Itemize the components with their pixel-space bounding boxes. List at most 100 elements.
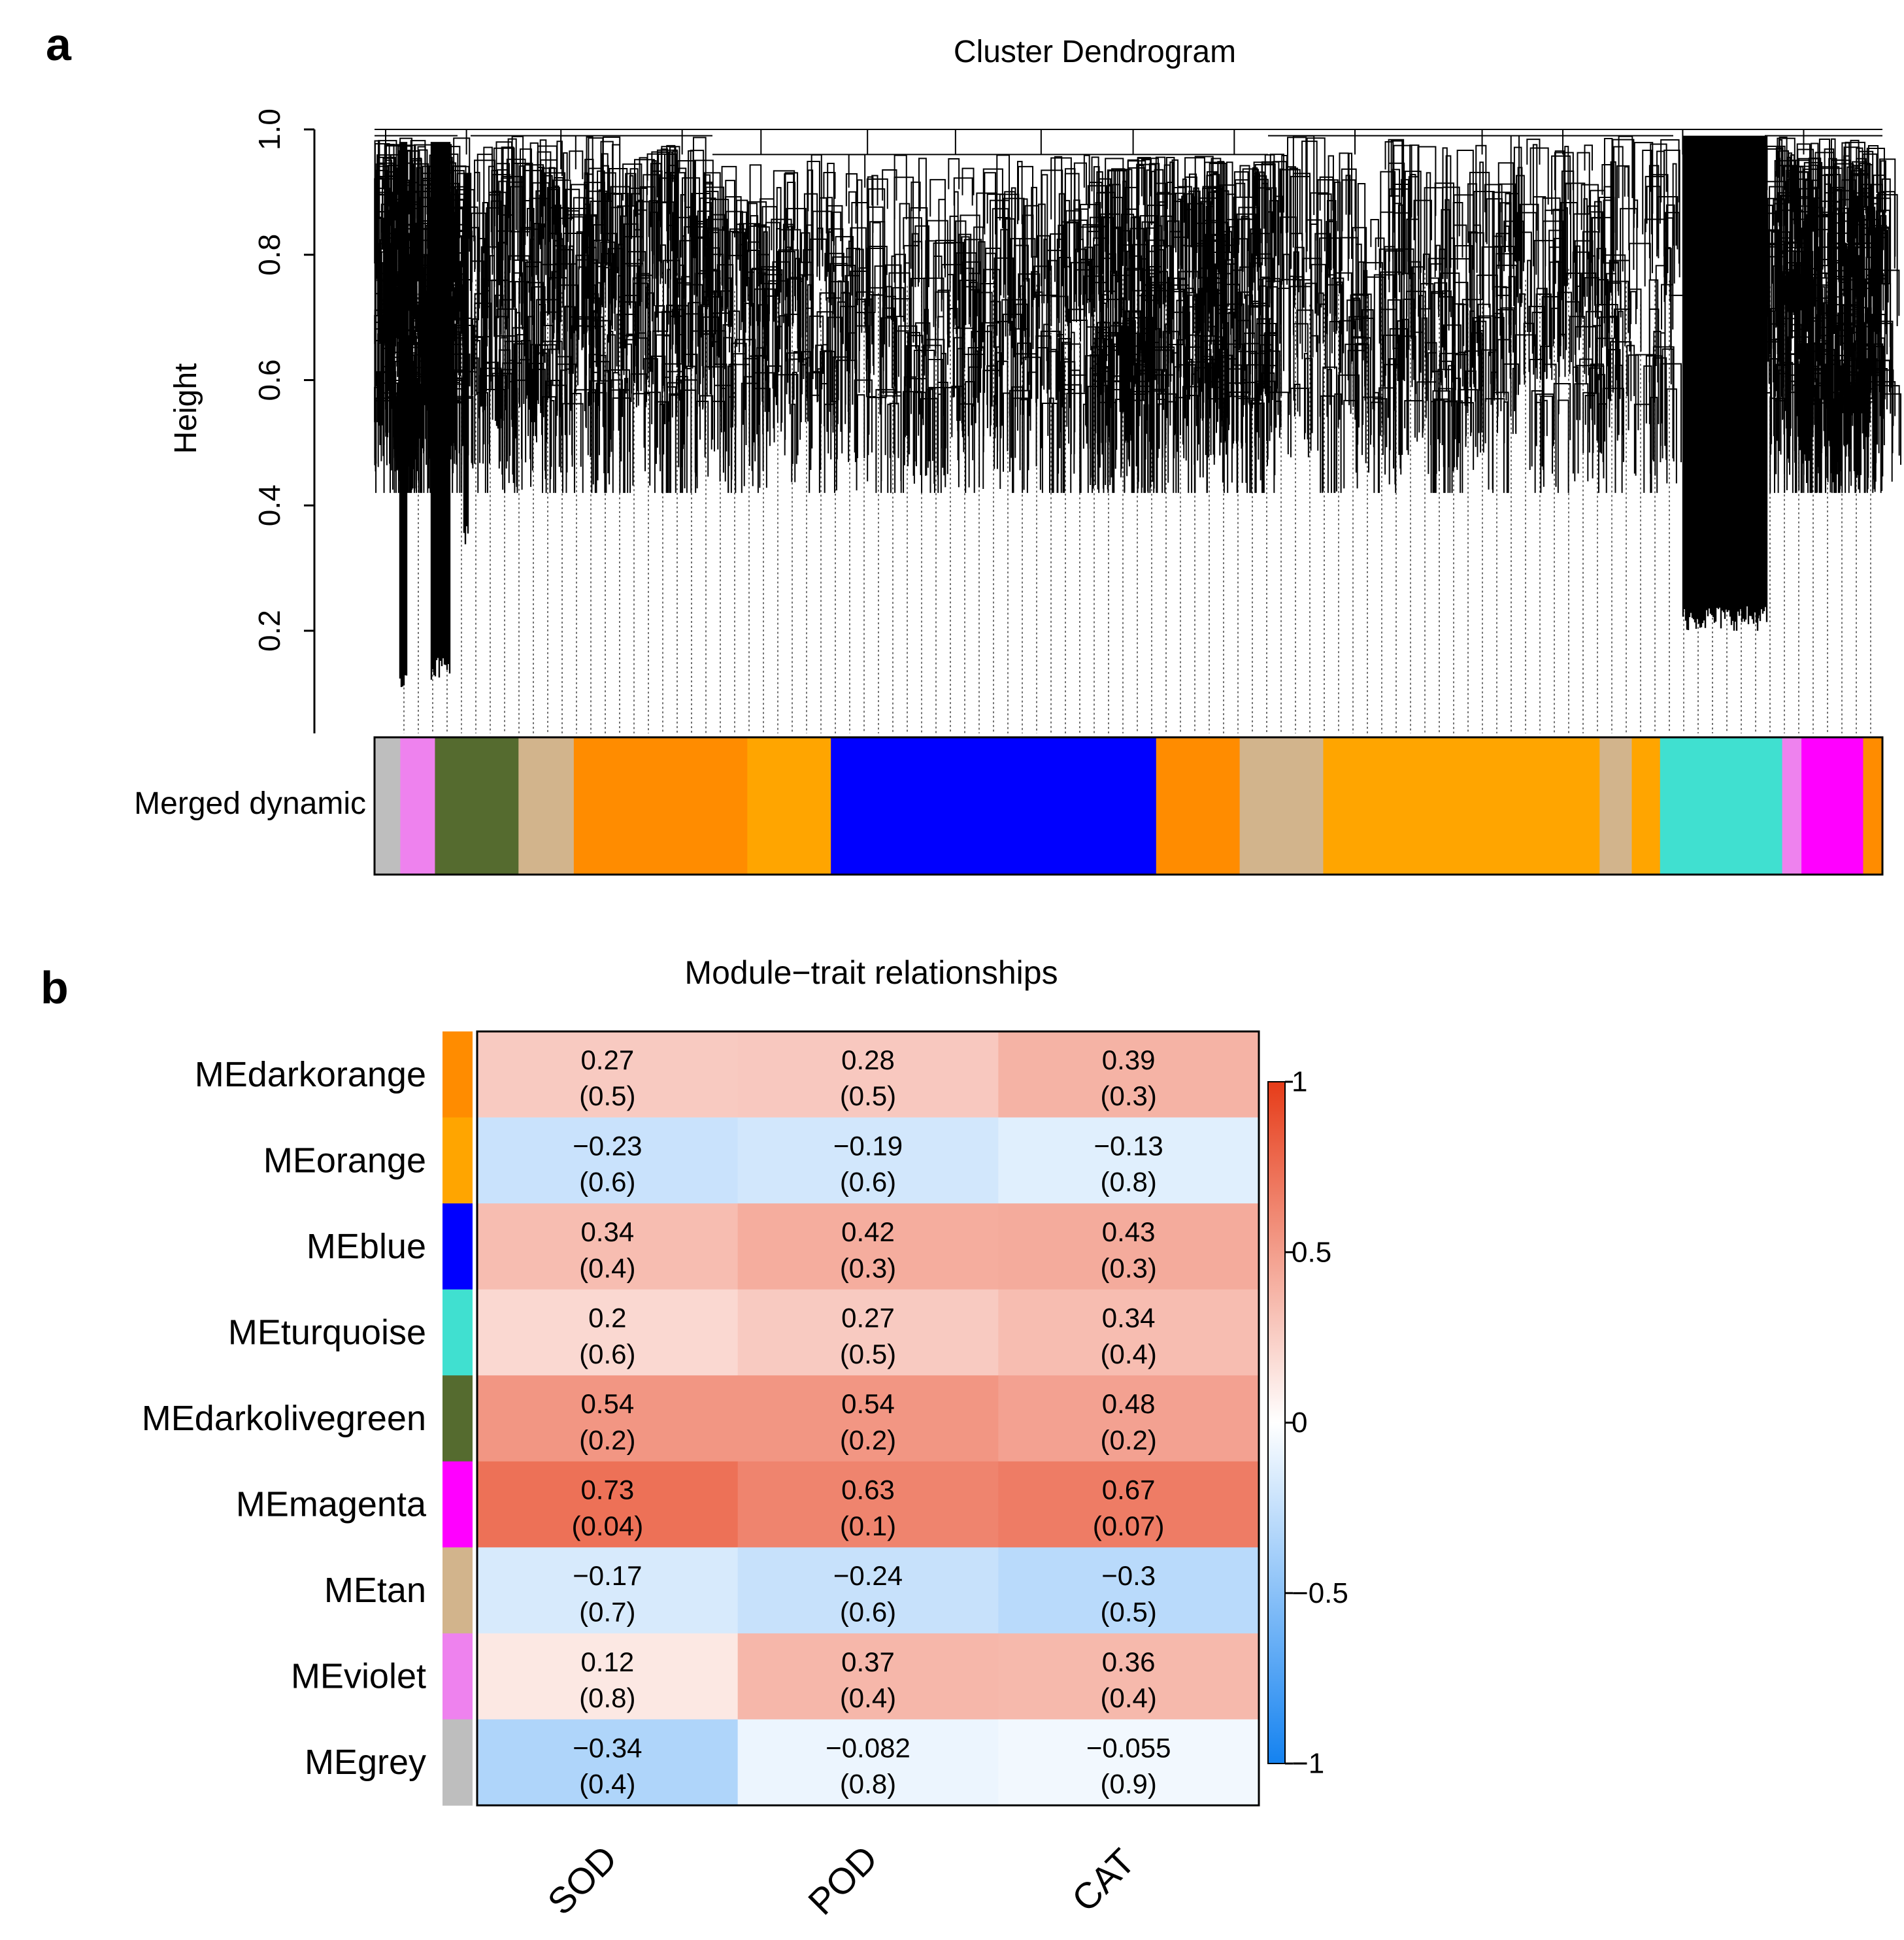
leaf-leader-lines xyxy=(403,267,1871,733)
heatmap-cell xyxy=(477,1719,739,1806)
panel-a: a Cluster Dendrogram Height 0.2 0.4 0.6 0.8… xyxy=(46,19,1902,876)
heatmap-cell xyxy=(998,1375,1260,1462)
cell-p-value: (0.5) xyxy=(1100,1597,1156,1628)
row-label: MEtan xyxy=(324,1571,426,1610)
panel-a-letter: a xyxy=(46,19,72,70)
cell-p-value: (0.4) xyxy=(1100,1339,1156,1369)
row-color-swatch xyxy=(443,1289,473,1376)
heatmap-cell xyxy=(477,1633,739,1720)
cell-correlation: 0.2 xyxy=(588,1303,626,1333)
color-block-darkorange xyxy=(1863,737,1883,875)
cell-correlation: 0.28 xyxy=(841,1045,895,1075)
cell-correlation: 0.36 xyxy=(1102,1647,1156,1677)
row-label: MEblue xyxy=(307,1227,426,1266)
color-block-magenta xyxy=(1801,737,1863,875)
dendrogram-branches xyxy=(374,129,1902,493)
color-block-violet xyxy=(400,737,435,875)
cell-p-value: (0.2) xyxy=(840,1424,896,1455)
cell-p-value: (0.3) xyxy=(840,1252,896,1283)
y-tick-label: 0.2 xyxy=(252,610,286,652)
column-label: CAT xyxy=(1063,1841,1143,1920)
heatmap-cell xyxy=(737,1203,999,1290)
cell-correlation: −0.3 xyxy=(1101,1560,1156,1591)
color-block-blue xyxy=(831,737,1157,875)
heatmap-cell xyxy=(477,1203,739,1290)
heatmap-cell xyxy=(737,1461,999,1548)
heatmap-cell xyxy=(737,1633,999,1720)
heatmap-cell xyxy=(737,1117,999,1204)
heatmap-cell xyxy=(477,1117,739,1204)
heatmap-cell xyxy=(477,1547,739,1634)
color-block-violet xyxy=(1782,737,1802,875)
row-color-swatch xyxy=(443,1375,473,1462)
heatmap-border xyxy=(476,1030,1260,1807)
y-tick-label: 0.8 xyxy=(252,234,286,276)
cell-correlation: −0.055 xyxy=(1086,1732,1171,1763)
cell-p-value: (0.6) xyxy=(579,1339,635,1369)
dendrogram-title: Cluster Dendrogram xyxy=(954,35,1236,69)
cell-p-value: (0.5) xyxy=(840,1339,896,1369)
row-color-swatch xyxy=(443,1547,473,1634)
colorbar-tick-label: 1 xyxy=(1292,1066,1307,1098)
row-color-swatch xyxy=(443,1719,473,1806)
row-label: MEmagenta xyxy=(236,1485,427,1524)
cell-correlation: 0.34 xyxy=(580,1216,634,1247)
color-block-orange xyxy=(1631,737,1661,875)
cell-correlation: 0.39 xyxy=(1102,1045,1156,1075)
row-color-swatch xyxy=(443,1117,473,1204)
cell-p-value: (0.6) xyxy=(579,1167,635,1197)
colorbar-bar xyxy=(1267,1081,1286,1764)
panel-b-letter: b xyxy=(41,962,69,1013)
colorbar-tick-label: −1 xyxy=(1292,1748,1324,1780)
row-label: MEdarkorange xyxy=(195,1055,426,1094)
color-block-tan xyxy=(1239,737,1324,875)
cell-p-value: (0.07) xyxy=(1093,1511,1165,1541)
cell-p-value: (0.7) xyxy=(579,1597,635,1628)
row-color-swatch xyxy=(443,1461,473,1548)
heatmap-cell xyxy=(477,1289,739,1376)
cell-p-value: (0.2) xyxy=(1100,1424,1156,1455)
color-block-orange xyxy=(747,737,831,875)
cell-correlation: 0.27 xyxy=(841,1303,895,1333)
y-tick-label: 0.4 xyxy=(252,484,286,526)
cell-p-value: (0.5) xyxy=(840,1080,896,1111)
color-block-darkorange xyxy=(1156,737,1241,875)
cell-correlation: 0.42 xyxy=(841,1216,895,1247)
column-label: SOD xyxy=(539,1837,624,1922)
color-block-tan xyxy=(518,737,575,875)
color-block-tan xyxy=(1599,737,1632,875)
heatmap-cell xyxy=(737,1719,999,1806)
cell-correlation: −0.17 xyxy=(573,1560,642,1591)
cell-p-value: (0.4) xyxy=(579,1252,635,1283)
cell-correlation: 0.67 xyxy=(1102,1475,1156,1505)
cell-correlation: 0.73 xyxy=(580,1475,634,1505)
heatmap-cell xyxy=(998,1289,1260,1376)
dendrogram-long-branches xyxy=(399,135,1768,688)
heatmap-cell xyxy=(737,1547,999,1634)
cell-correlation: 0.43 xyxy=(1102,1216,1156,1247)
heatmap-title: Module−trait relationships xyxy=(684,954,1058,991)
heatmap-cell xyxy=(737,1289,999,1376)
color-block-darkorange xyxy=(573,737,748,875)
row-color-swatch xyxy=(443,1031,473,1118)
colorbar-tick-label: −0.5 xyxy=(1292,1577,1348,1609)
color-block-grey xyxy=(375,737,401,875)
cell-p-value: (0.8) xyxy=(840,1769,896,1799)
heatmap-cell xyxy=(998,1547,1260,1634)
cell-correlation: −0.19 xyxy=(833,1130,903,1161)
heatmap-cell xyxy=(477,1375,739,1462)
row-label: MEviolet xyxy=(291,1657,426,1696)
cell-p-value: (0.1) xyxy=(840,1511,896,1541)
cell-p-value: (0.4) xyxy=(840,1682,896,1713)
heatmap-cell xyxy=(998,1031,1260,1118)
colorbar-tick-label: 0 xyxy=(1292,1407,1307,1439)
cell-p-value: (0.04) xyxy=(571,1511,643,1541)
panel-b: b Module−trait relationships MEdarkorang… xyxy=(41,954,1348,1922)
cell-correlation: 0.54 xyxy=(841,1388,895,1419)
color-row-label: Merged dynamic xyxy=(134,786,366,821)
module-color-row xyxy=(373,736,1884,876)
cell-correlation: 0.37 xyxy=(841,1647,895,1677)
cell-p-value: (0.6) xyxy=(840,1167,896,1197)
cell-correlation: −0.24 xyxy=(833,1560,903,1591)
